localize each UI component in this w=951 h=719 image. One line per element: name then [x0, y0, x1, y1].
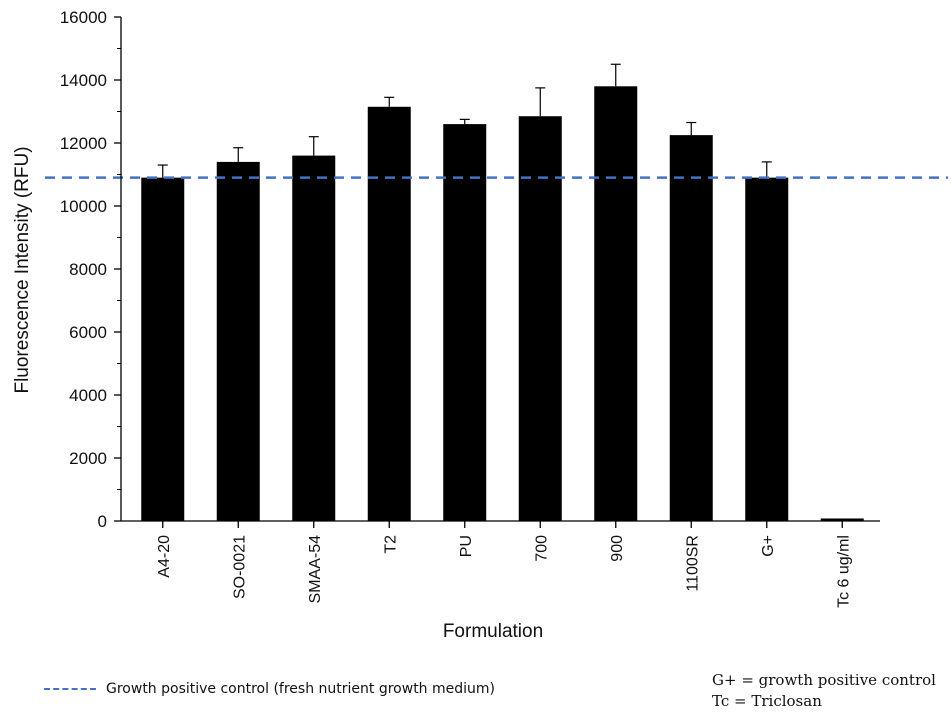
y-tick-label: 14000	[60, 71, 107, 90]
x-tick-label-g: G+	[760, 535, 777, 557]
y-tick-label: 4000	[69, 386, 107, 405]
error-bars-group	[157, 63, 772, 178]
note-tc: Tc = Triclosan	[712, 692, 822, 710]
x-axis: A4-20 SO-0021 SMAA-54 T2 PU 700 900 1100SR G+ Tc …	[121, 520, 880, 608]
legend-label: Growth positive control (fresh nutrient …	[106, 681, 496, 697]
dashed-line-swatch	[44, 688, 96, 690]
y-tick-label: 10000	[60, 197, 107, 216]
bar-t2	[367, 106, 411, 522]
y-axis: 0 2000 4000 6000 8000 10000 12000 14000 16000	[60, 8, 122, 531]
bar-1100sr	[669, 135, 713, 521]
bar-pu	[443, 124, 487, 521]
legend: Growth positive control (fresh nutrient …	[44, 681, 495, 697]
bar-g	[745, 177, 789, 521]
y-tick-label: 8000	[69, 260, 107, 279]
x-tick-label-smaa-54: SMAA-54	[307, 535, 324, 604]
bar-900	[594, 86, 638, 522]
y-axis-label: Fluorescence Intensity (RFU)	[12, 146, 33, 393]
y-tick-label: 2000	[69, 449, 107, 468]
y-tick-label: 6000	[69, 323, 107, 342]
x-axis-label: Formulation	[443, 621, 543, 642]
bars-group	[141, 86, 864, 522]
abbreviation-notes: G+ = growth positive control Tc = Triclo…	[712, 670, 936, 712]
bar-a4-20	[141, 177, 185, 521]
x-tick-label-1100sr: 1100SR	[684, 535, 701, 592]
x-tick-label-tc-6-ug-ml: Tc 6 ug/ml	[835, 535, 852, 608]
x-tick-label-pu: PU	[458, 535, 475, 557]
y-tick-label: 16000	[60, 8, 107, 27]
bar-so-0021	[216, 161, 260, 521]
x-tick-label-700: 700	[533, 535, 550, 562]
bar-tc-6-ug-ml	[820, 518, 864, 521]
x-tick-label-t2: T2	[382, 535, 399, 554]
bar-700	[518, 116, 562, 521]
y-tick-label: 0	[98, 512, 107, 531]
note-gplus: G+ = growth positive control	[712, 671, 936, 689]
x-tick-label-a4-20: A4-20	[156, 535, 173, 578]
x-tick-label-900: 900	[609, 535, 626, 562]
y-tick-label: 12000	[60, 134, 107, 153]
bar-smaa-54	[292, 155, 336, 521]
x-tick-label-so-0021: SO-0021	[231, 535, 248, 599]
